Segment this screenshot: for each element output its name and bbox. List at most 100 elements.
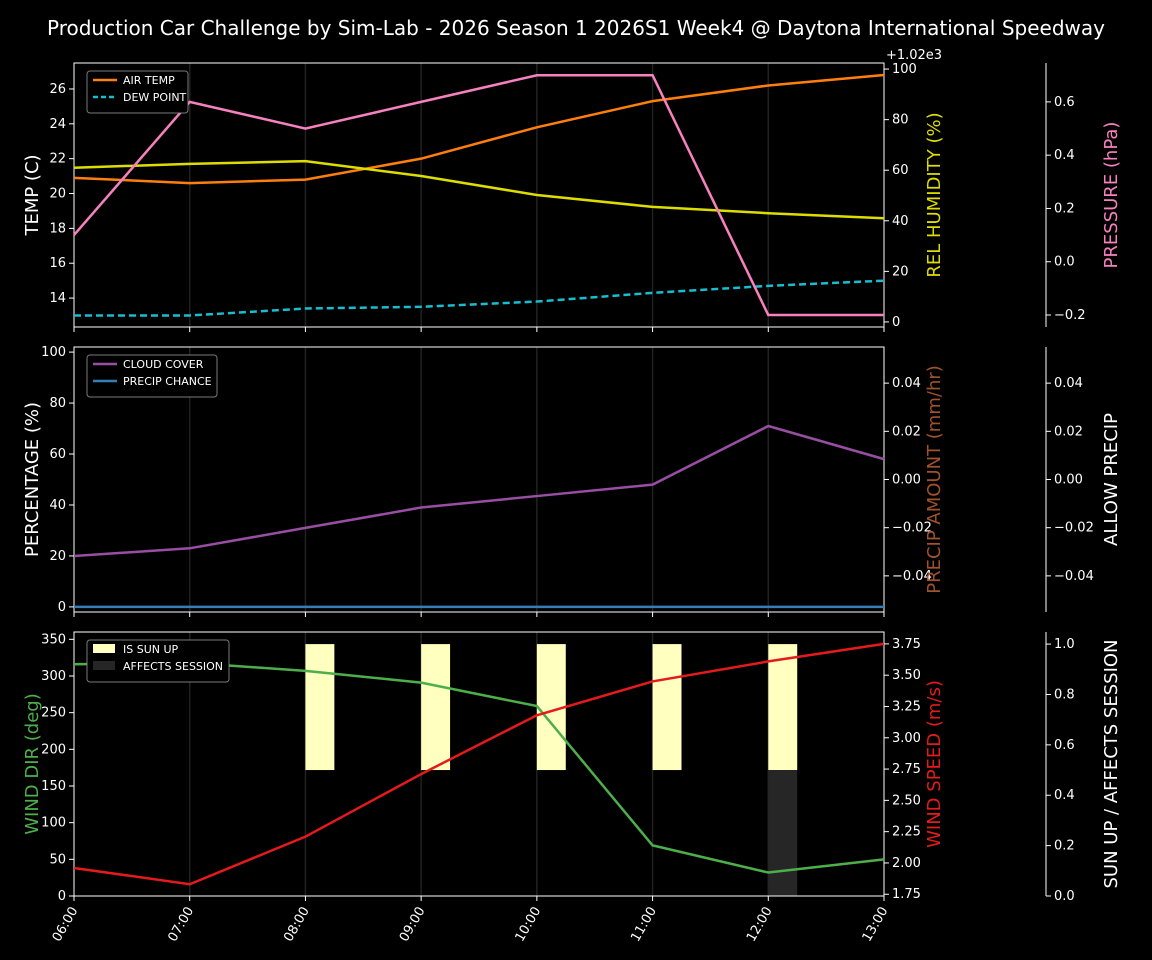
y-axis-label: TEMP (C) bbox=[22, 154, 43, 236]
x-tick-label: 06:00 bbox=[50, 905, 82, 945]
y-right2-tick-label: 0.2 bbox=[1054, 839, 1075, 854]
y-right2-axis-label: SUN UP / AFFECTS SESSION bbox=[1101, 639, 1122, 888]
legend-label: AFFECTS SESSION bbox=[123, 660, 223, 673]
y-right2-axis-label: ALLOW PRECIP bbox=[1101, 413, 1122, 546]
y-right-tick-label: 0.00 bbox=[892, 473, 921, 488]
y-tick-label: 100 bbox=[41, 345, 66, 360]
plot-frame bbox=[73, 62, 885, 328]
x-tick-label: 07:00 bbox=[165, 905, 197, 945]
series-line-left bbox=[73, 661, 885, 874]
legend-swatch bbox=[93, 644, 115, 653]
y-right-tick-label: 0.02 bbox=[892, 424, 921, 439]
y-right2-tick-label: 0.8 bbox=[1054, 687, 1075, 702]
y-right-tick-label: 20 bbox=[892, 264, 909, 279]
y-right2-tick-label: −0.04 bbox=[1054, 569, 1094, 584]
y-right2-tick-label: 0.04 bbox=[1054, 376, 1083, 391]
plot-frame bbox=[73, 631, 885, 897]
y-right-tick-label: 3.00 bbox=[892, 731, 921, 746]
chart-title: Production Car Challenge by Sim-Lab - 20… bbox=[47, 16, 1105, 40]
legend-label: IS SUN UP bbox=[123, 643, 179, 656]
y-right2-tick-label: 0.4 bbox=[1054, 788, 1075, 803]
y-right-axis-label: REL HUMIDITY (%) bbox=[924, 112, 945, 277]
y-right-axis-label: PRECIP AMOUNT (mm/hr) bbox=[924, 365, 945, 594]
series-line-right2 bbox=[73, 74, 884, 317]
y-right2-tick-label: 0.0 bbox=[1054, 255, 1075, 270]
y-tick-label: 0 bbox=[58, 600, 66, 615]
y-right-tick-label: −0.04 bbox=[892, 569, 932, 584]
bar-is-sun-up bbox=[305, 644, 335, 771]
legend-label: DEW POINT bbox=[123, 91, 187, 104]
y-tick-label: 50 bbox=[49, 852, 66, 867]
y-tick-label: 200 bbox=[41, 742, 66, 757]
y-tick-label: 0 bbox=[58, 889, 66, 904]
y-right-tick-label: 2.25 bbox=[892, 825, 921, 840]
legend-label: CLOUD COVER bbox=[123, 358, 204, 371]
y-right-tick-label: 1.75 bbox=[892, 887, 921, 902]
y-tick-label: 40 bbox=[49, 498, 66, 513]
y-right2-tick-label: 0.2 bbox=[1054, 201, 1075, 216]
x-tick-label: 11:00 bbox=[628, 905, 660, 945]
y-right2-axis-label: PRESSURE (hPa) bbox=[1101, 122, 1122, 269]
y-right-tick-label: −0.02 bbox=[892, 521, 932, 536]
y-right2-tick-label: −0.2 bbox=[1054, 308, 1086, 323]
legend-label: PRECIP CHANCE bbox=[123, 375, 212, 388]
y-axis-label: WIND DIR (deg) bbox=[22, 693, 43, 835]
y-right-tick-label: 0.04 bbox=[892, 376, 921, 391]
y-right2-tick-label: 1.0 bbox=[1054, 637, 1075, 652]
x-tick-label: 08:00 bbox=[281, 905, 313, 945]
series-line-right bbox=[73, 159, 885, 220]
x-tick-label: 12:00 bbox=[744, 905, 776, 945]
y-tick-label: 150 bbox=[41, 779, 66, 794]
y-right-tick-label: 100 bbox=[892, 62, 917, 77]
x-tick-label: 13:00 bbox=[860, 905, 892, 945]
y-right-tick-label: 0 bbox=[892, 315, 900, 330]
y-tick-label: 16 bbox=[49, 256, 66, 271]
x-tick-label: 09:00 bbox=[397, 905, 429, 945]
y-tick-label: 80 bbox=[49, 396, 66, 411]
y-tick-label: 18 bbox=[49, 221, 66, 236]
y-right2-tick-label: 0.02 bbox=[1054, 424, 1083, 439]
y-tick-label: 24 bbox=[49, 117, 66, 132]
y-right-axis-label: WIND SPEED (m/s) bbox=[924, 680, 945, 848]
legend-box bbox=[86, 70, 189, 114]
y-right-tick-label: 3.50 bbox=[892, 668, 921, 683]
y-right2-tick-label: 0.0 bbox=[1054, 889, 1075, 904]
bar-is-sun-up bbox=[768, 644, 798, 771]
series-line-dew-point bbox=[74, 279, 885, 317]
y-right-tick-label: 40 bbox=[892, 214, 909, 229]
y-right-tick-label: 2.75 bbox=[892, 762, 921, 777]
y-right2-tick-label: −0.02 bbox=[1054, 521, 1094, 536]
bar-affects-session bbox=[768, 770, 798, 896]
legend-label: AIR TEMP bbox=[123, 74, 175, 87]
y-tick-label: 250 bbox=[41, 706, 66, 721]
y-axis-label: PERCENTAGE (%) bbox=[22, 402, 43, 557]
y-tick-label: 350 bbox=[41, 632, 66, 647]
y-tick-label: 300 bbox=[41, 669, 66, 684]
y-tick-label: 14 bbox=[49, 291, 66, 306]
bar-is-sun-up bbox=[652, 644, 682, 771]
y-tick-label: 20 bbox=[49, 549, 66, 564]
y-right2-tick-label: 0.00 bbox=[1054, 473, 1083, 488]
y-right-tick-label: 3.75 bbox=[892, 637, 921, 652]
y-tick-label: 26 bbox=[49, 82, 66, 97]
bar-is-sun-up bbox=[421, 644, 451, 771]
series-line-cloud-cover bbox=[73, 424, 885, 558]
y-tick-label: 20 bbox=[49, 187, 66, 202]
y-right2-tick-label: 0.4 bbox=[1054, 148, 1075, 163]
y-right-tick-label: 2.50 bbox=[892, 793, 921, 808]
y-tick-label: 60 bbox=[49, 447, 66, 462]
series-line-air-temp bbox=[73, 73, 885, 185]
y-tick-label: 22 bbox=[49, 152, 66, 167]
y-tick-label: 100 bbox=[41, 816, 66, 831]
y-right-tick-label: 2.00 bbox=[892, 856, 921, 871]
y-right2-tick-label: 0.6 bbox=[1054, 95, 1075, 110]
series-line-right bbox=[73, 642, 885, 886]
offset-label: +1.02e3 bbox=[886, 48, 942, 63]
y-right-tick-label: 3.25 bbox=[892, 699, 921, 714]
legend-box bbox=[86, 354, 218, 398]
y-right-tick-label: 60 bbox=[892, 163, 909, 178]
y-right2-tick-label: 0.6 bbox=[1054, 738, 1075, 753]
y-right-tick-label: 80 bbox=[892, 113, 909, 128]
legend-swatch bbox=[93, 661, 115, 670]
